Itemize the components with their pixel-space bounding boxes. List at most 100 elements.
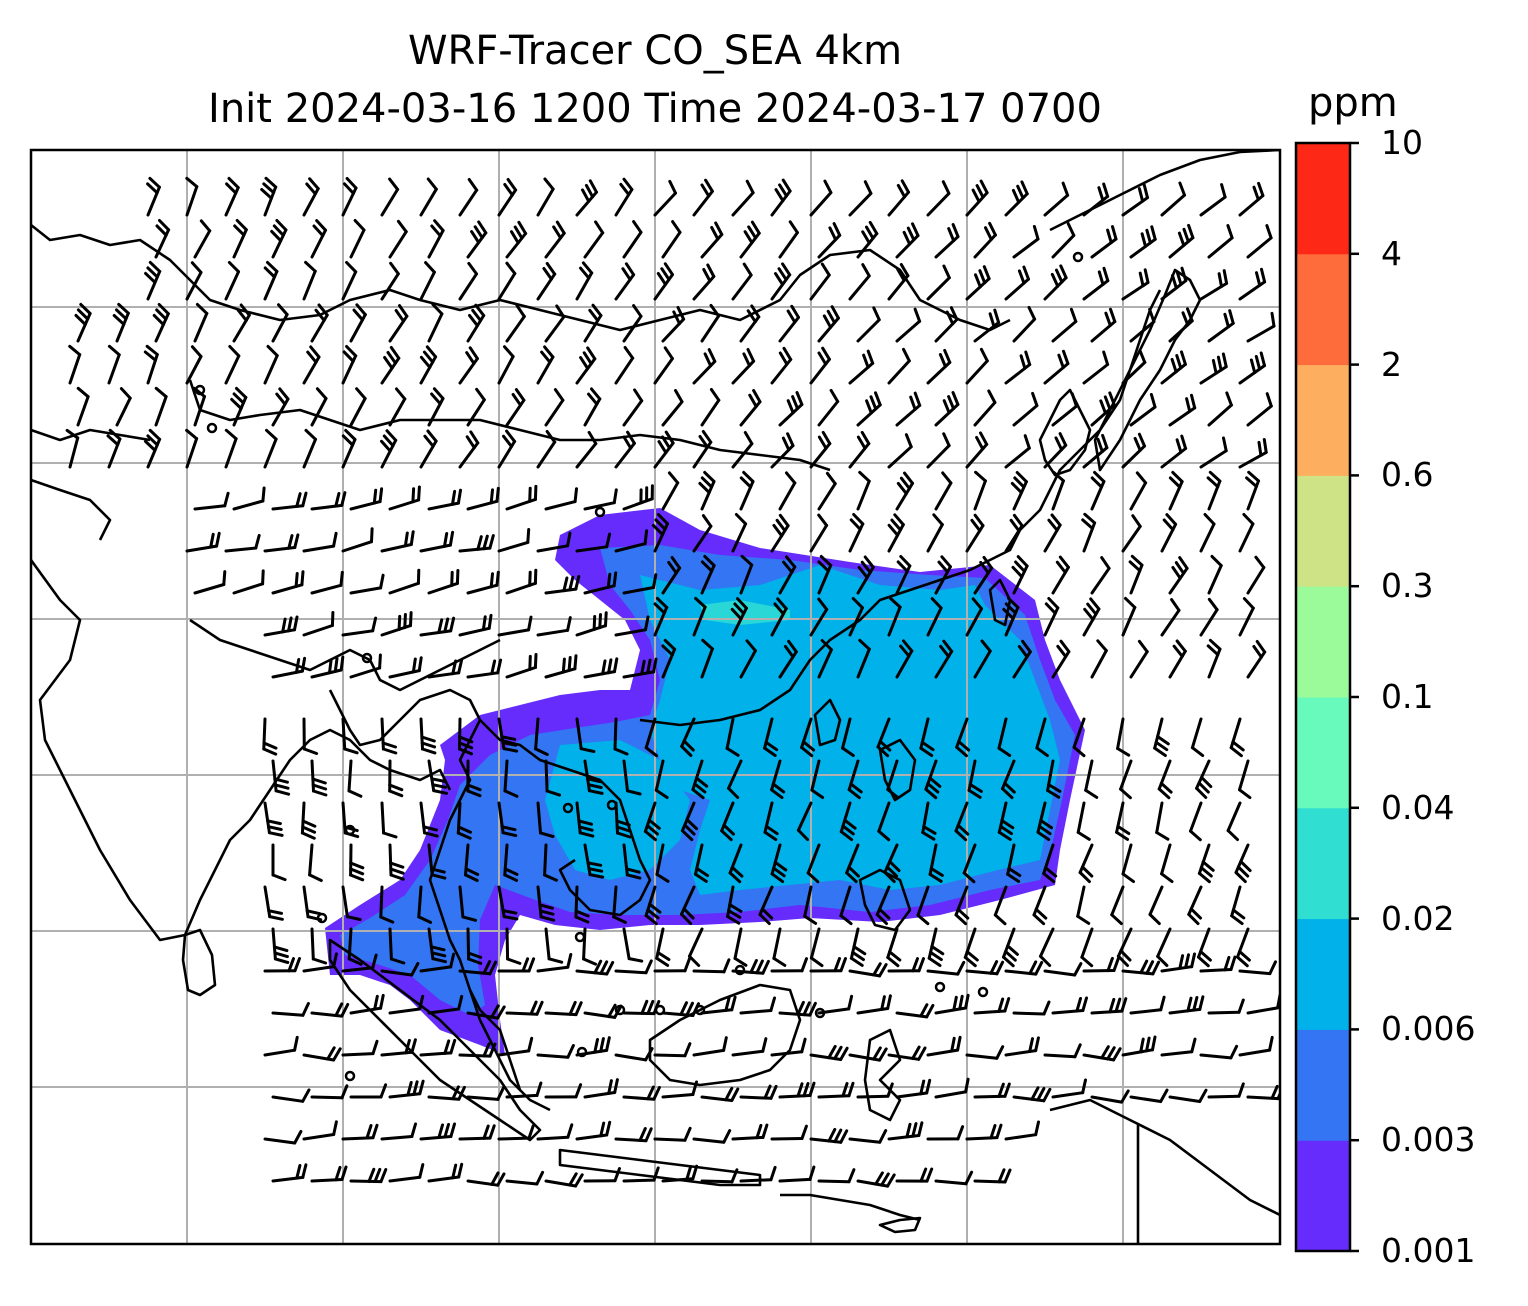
wind-barb-staff: [1207, 236, 1234, 259]
wind-barb-staff: [68, 353, 82, 385]
wind-barb-feather: [1180, 266, 1188, 283]
wind-barb-feather: [886, 1173, 896, 1188]
wind-barb-feather: [865, 399, 873, 415]
wind-barb-feather: [266, 260, 279, 273]
wind-barb-feather: [495, 486, 500, 503]
colorbar-tick-label: 0.006: [1381, 1009, 1476, 1049]
wind-barb-feather: [613, 747, 629, 756]
wind-barb-feather: [293, 1035, 299, 1052]
wind-barb-feather: [1112, 956, 1120, 972]
wind-barb-feather: [456, 488, 462, 505]
wind-barb-feather: [683, 1126, 692, 1142]
wind-barb-feather: [1012, 513, 1024, 528]
wind-barb-staff: [427, 1007, 461, 1015]
wind-barb-feather: [652, 657, 658, 674]
wind-barb-staff: [1121, 524, 1142, 553]
wind-barb-staff: [1043, 1053, 1077, 1059]
wind-barb-staff: [380, 187, 400, 217]
wind-barb-feather: [1015, 471, 1028, 484]
wind-barb-feather: [1032, 225, 1040, 241]
wind-barb-feather: [829, 388, 840, 403]
wind-barb-feather: [466, 783, 482, 792]
wind-barb-feather: [613, 657, 619, 674]
wind-barb-staff: [1076, 801, 1086, 834]
wind-barb-feather: [566, 616, 572, 632]
wind-barb-feather: [710, 226, 720, 241]
wind-barb-feather: [860, 430, 871, 446]
wind-barb-feather: [615, 825, 632, 833]
wind-barb-feather: [388, 789, 404, 798]
wind-barb-feather: [951, 391, 960, 406]
wind-barb-feather: [305, 909, 322, 916]
wind-barb-feather: [273, 957, 290, 964]
wind-barb-staff: [934, 1179, 968, 1186]
wind-barb-feather: [993, 913, 1007, 926]
wind-barb-feather: [1187, 912, 1200, 926]
wind-barb-feather: [1190, 1037, 1197, 1054]
wind-barb-feather: [1231, 908, 1246, 920]
wind-barb-feather: [863, 180, 873, 195]
wind-barb-feather: [1254, 555, 1266, 569]
wind-barb-feather: [464, 867, 480, 876]
wind-barb-feather: [371, 953, 378, 970]
wind-barb-staff: [965, 1053, 999, 1060]
wind-barb-feather: [1115, 830, 1129, 841]
wind-barb-feather: [921, 831, 936, 841]
wind-barb-staff: [193, 504, 227, 511]
colorbar-segment-7: [1296, 364, 1350, 476]
wind-barb-feather: [919, 746, 934, 757]
wind-barb-feather: [752, 389, 762, 404]
wind-barb-feather: [1106, 1046, 1116, 1061]
wind-barb-feather: [942, 264, 951, 280]
wind-barb-feather: [487, 613, 493, 630]
india-coast: [31, 559, 452, 942]
wind-barb-feather: [726, 915, 741, 925]
wind-barb-feather: [886, 1082, 894, 1098]
wind-barb-feather: [470, 230, 481, 244]
wind-barb-feather: [988, 221, 997, 237]
wind-barb-feather: [916, 913, 930, 926]
wind-barb-feather: [841, 746, 855, 757]
wind-barb-feather: [265, 428, 278, 441]
wind-barb-feather: [1229, 1044, 1239, 1060]
wind-barb-feather: [1181, 311, 1190, 327]
wind-barb-feather: [736, 597, 748, 610]
wind-barb-feather: [420, 741, 437, 749]
wind-barb-staff: [575, 545, 609, 553]
wind-barb-feather: [997, 1168, 1006, 1184]
wind-barb-feather: [808, 1001, 817, 1017]
wind-barb-staff: [839, 885, 852, 918]
wind-barb-staff: [926, 969, 960, 976]
wind-barb-feather: [922, 825, 937, 835]
colorbar-tick-label: 0.3: [1381, 566, 1434, 606]
wind-barb-staff: [1129, 650, 1149, 679]
wind-barb-staff: [224, 437, 238, 469]
wind-barb-feather: [1260, 267, 1267, 284]
wind-barb-staff: [302, 624, 334, 637]
wind-barb-feather: [1010, 481, 1023, 495]
wind-barb-feather: [1151, 960, 1161, 976]
wind-barb-staff: [841, 717, 852, 750]
wind-barb-feather: [577, 819, 593, 826]
wind-barb-feather: [861, 263, 871, 278]
wind-barb-feather: [574, 909, 590, 918]
wind-barb-staff: [1160, 843, 1172, 876]
wind-barb-staff: [536, 965, 570, 973]
wind-barb-feather: [748, 393, 758, 408]
wind-barb-staff: [1160, 608, 1181, 637]
wind-barb-feather: [431, 783, 447, 789]
wind-barb-feather: [645, 824, 659, 836]
wind-barb-feather: [287, 616, 293, 633]
wind-barb-feather: [862, 353, 870, 369]
wind-barb-staff: [856, 1094, 890, 1099]
wind-barb-feather: [488, 960, 498, 976]
wind-barb-feather: [155, 308, 168, 321]
wind-barb-staff: [582, 927, 587, 961]
wind-barb-feather: [411, 487, 416, 504]
wind-barb-feather: [1116, 954, 1129, 967]
wind-barb-feather: [605, 532, 612, 549]
wind-barb-feather: [502, 434, 513, 448]
wind-barb-feather: [68, 344, 82, 357]
wind-barb-feather: [847, 865, 860, 878]
wind-barb-feather: [764, 740, 779, 752]
